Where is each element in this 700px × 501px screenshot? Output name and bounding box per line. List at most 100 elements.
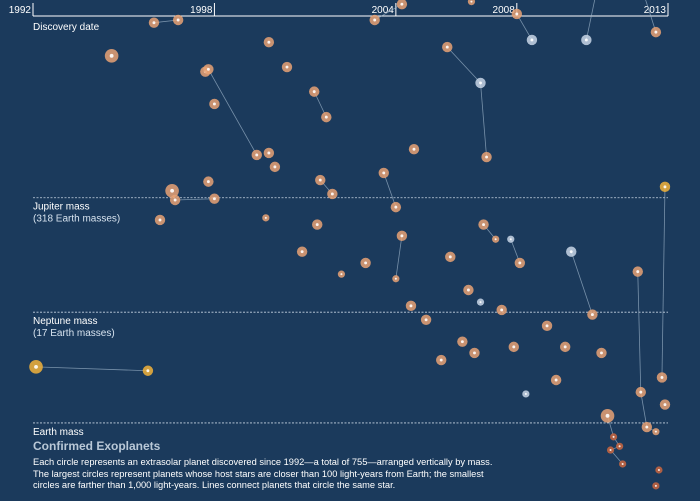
planet-point: [154, 214, 166, 226]
planet-point: [659, 399, 671, 410]
same-star-connector: [661, 186, 666, 378]
planet-point: [142, 365, 154, 376]
planet-core: [509, 238, 512, 241]
planet-core: [545, 324, 549, 328]
planet-point: [511, 8, 523, 20]
same-star-connector: [395, 235, 403, 279]
caption-body: Each circle represents an extrasolar pla…: [33, 457, 493, 490]
planet-core: [479, 301, 482, 304]
planet-core: [460, 340, 464, 344]
planet-point: [609, 433, 618, 441]
planet-point: [165, 183, 179, 198]
same-star-connector: [645, 0, 657, 33]
planet-point: [541, 320, 553, 332]
planet-core: [654, 430, 657, 433]
same-star-connector: [446, 46, 481, 84]
planet-core: [255, 153, 259, 157]
planet-core: [636, 270, 640, 274]
planet-point: [420, 314, 432, 325]
planet-core: [466, 288, 470, 292]
same-star-connector: [374, 3, 403, 21]
planet-core: [612, 435, 615, 438]
planet-point: [476, 298, 485, 306]
planet-point: [596, 347, 607, 359]
same-star-connector: [175, 198, 215, 201]
planet-point: [457, 336, 468, 347]
planet-core: [660, 376, 664, 379]
planet-point: [478, 219, 489, 230]
planet-core: [512, 345, 516, 349]
planet-core: [479, 81, 482, 85]
planet-core: [400, 234, 404, 238]
planet-core: [473, 351, 476, 355]
planet-point: [581, 34, 592, 46]
planet-core: [312, 90, 316, 94]
planet-point: [369, 14, 380, 26]
same-star-connector: [208, 69, 258, 156]
year-ticks: 1992 1998 2004 2008 2013: [9, 3, 669, 16]
planet-core: [400, 2, 404, 6]
planet-core: [639, 390, 643, 394]
planet-point: [312, 219, 323, 230]
same-star-connector: [570, 251, 593, 315]
planet-core: [530, 38, 534, 42]
year-tick-label: 2004: [372, 5, 395, 16]
planet-point: [169, 194, 181, 206]
year-tick-label: 1992: [9, 5, 32, 16]
planet-point: [29, 360, 43, 374]
planet-point: [378, 167, 389, 179]
planet-core: [170, 188, 174, 193]
planet-core: [663, 185, 667, 189]
planet-point: [508, 341, 519, 353]
planet-point: [632, 266, 643, 277]
reference-line-label: Jupiter mass: [33, 202, 90, 213]
planet-core: [206, 67, 210, 71]
year-axis: 1992 1998 2004 2008 2013 Discovery date: [9, 3, 669, 33]
planet-core: [315, 223, 319, 227]
planet-core: [34, 364, 38, 369]
planet-core: [267, 40, 271, 44]
year-tick-label: 2013: [644, 5, 667, 16]
planet-core: [494, 238, 497, 241]
planet-core: [600, 351, 603, 355]
planet-point: [296, 246, 308, 257]
planet-point: [445, 251, 456, 263]
planet-core: [605, 413, 610, 418]
planet-point: [396, 0, 408, 10]
planet-point: [408, 144, 420, 155]
planet-point: [469, 347, 480, 359]
planet-core: [373, 18, 377, 22]
planet-point: [492, 235, 500, 243]
planet-point: [635, 386, 646, 398]
planet-point: [262, 214, 270, 222]
planet-core: [654, 484, 657, 487]
planet-core: [324, 115, 328, 119]
year-tick-label: 1998: [190, 5, 213, 16]
planet-point: [251, 149, 262, 161]
planet-point: [321, 111, 332, 123]
planet-core: [382, 171, 386, 175]
planet-point: [650, 26, 662, 38]
planet-point: [263, 37, 275, 48]
planet-core: [584, 38, 588, 42]
planet-core: [330, 192, 334, 196]
planet-core: [212, 197, 216, 201]
planet-point: [652, 428, 660, 436]
planet-core: [524, 392, 527, 395]
planet-core: [300, 250, 304, 254]
planet-core: [445, 45, 449, 49]
planet-point: [507, 235, 515, 243]
planet-point: [390, 201, 402, 213]
same-star-connector: [383, 172, 397, 208]
planet-core: [439, 358, 443, 362]
planet-core: [470, 0, 473, 3]
x-axis-title: Discovery date: [33, 22, 100, 33]
planet-core: [485, 155, 489, 159]
planet-point: [315, 174, 326, 186]
planet-point: [281, 61, 293, 73]
planet-core: [518, 261, 522, 265]
planet-point: [203, 64, 214, 75]
planet-core: [569, 250, 573, 254]
